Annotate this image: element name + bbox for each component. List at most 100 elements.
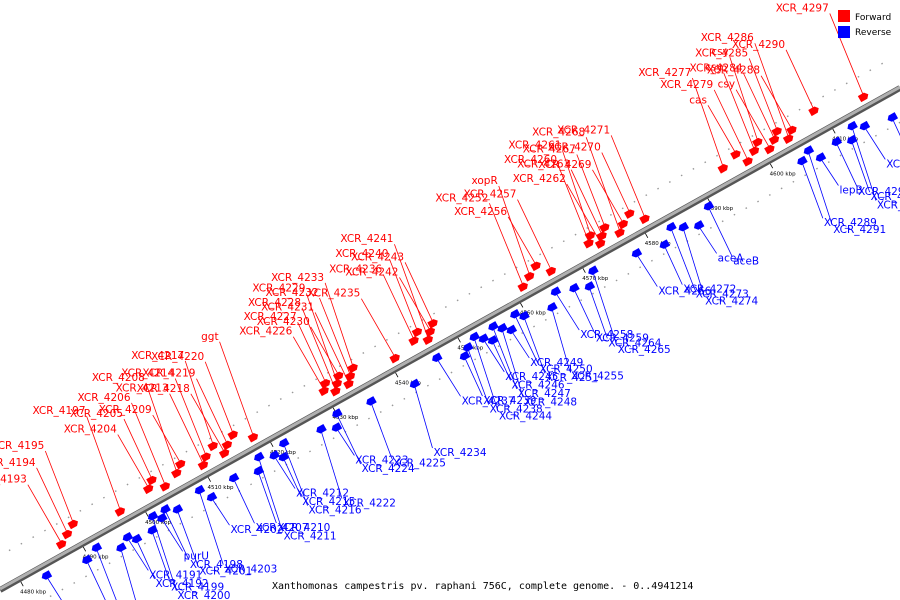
leader-lines	[27, 13, 900, 600]
reverse-gene-label: XCR_4237	[462, 395, 515, 407]
reverse-gene-arrow	[510, 308, 521, 319]
legend-forward-label: Forward	[855, 13, 891, 23]
leader-line	[463, 356, 483, 397]
reverse-gene-label: XCR_4223	[355, 454, 408, 466]
leader-line	[735, 89, 771, 150]
reverse-gene-arrow	[116, 542, 127, 552]
forward-gene-label: XCR_4204	[64, 424, 117, 436]
leader-line	[152, 414, 182, 465]
forward-gene-label: XCR_4260	[504, 154, 557, 166]
leader-line	[324, 282, 354, 368]
leader-line	[557, 164, 590, 244]
leader-line	[891, 117, 900, 137]
leader-line	[36, 467, 69, 535]
tick-mark	[769, 163, 774, 169]
forward-gene-label: XCR_4252	[435, 192, 488, 204]
forward-gene-arrow	[200, 452, 211, 463]
forward-gene-label: XCR_4241	[340, 233, 393, 245]
leader-line	[297, 322, 327, 384]
leader-line	[219, 341, 255, 438]
forward-gene-label: XCR_4231	[261, 301, 314, 313]
reverse-gene-arrow	[432, 352, 443, 363]
leader-line	[131, 402, 167, 487]
forward-gene-label: XCR_4284	[690, 62, 743, 74]
reverse-gene-arrow	[147, 511, 159, 521]
leader-line	[498, 185, 531, 277]
forward-gene-label: XCR_4233	[271, 272, 324, 284]
tick-mark	[832, 128, 836, 134]
leader-line	[570, 169, 603, 236]
leader-line	[190, 393, 226, 454]
leader-line	[760, 75, 793, 130]
leader-line	[663, 244, 683, 285]
leader-line	[306, 293, 338, 384]
leader-line	[292, 336, 325, 391]
forward-gene-label: XCR_4256	[454, 206, 507, 218]
forward-gene-arrow	[717, 164, 728, 174]
forward-gene-label: XCR_4218	[137, 383, 190, 395]
reverse-gene-arrow	[331, 422, 343, 432]
reverse-gene-label: XCR_4249	[530, 357, 583, 369]
reverse-gene-label: XCR_4266	[658, 286, 711, 298]
tick-label: 4580 kbp	[645, 241, 671, 247]
forward-gene-arrow	[247, 433, 259, 443]
reverse-gene-label: XCR_4251	[546, 372, 599, 384]
leader-line	[273, 455, 296, 489]
reverse-gene-label: XCR_4224	[362, 463, 415, 475]
leader-line	[682, 227, 705, 297]
reverse-gene-label: XCR_4246	[512, 379, 565, 391]
leader-line	[691, 77, 724, 169]
forward-gene-label: xopR	[471, 175, 497, 187]
reverse-gene-arrow	[859, 120, 871, 131]
forward-gene-arrow	[319, 378, 331, 389]
leader-line	[698, 225, 717, 254]
leader-line	[670, 227, 696, 290]
reverse-gene-arrow	[269, 450, 280, 460]
leader-line	[320, 429, 343, 499]
forward-gene-arrow	[67, 519, 78, 530]
forward-gene-arrow	[408, 336, 419, 347]
reverse-gene-arrow	[584, 281, 596, 291]
forward-gene-arrow	[808, 106, 819, 117]
reverse-gene-label: XCR_4211	[284, 531, 337, 543]
reverse-gene-label: XCR_4295	[877, 200, 900, 212]
leader-line	[573, 288, 596, 334]
forward-gene-arrow	[389, 353, 400, 364]
leader-line	[635, 253, 658, 287]
reverse-gene-arrow	[815, 152, 827, 162]
reverse-gene-arrow	[887, 112, 899, 122]
forward-gene-label: XCR_4220	[151, 351, 204, 363]
forward-gene-label: XCR_4290	[732, 39, 785, 51]
reverse-gene-arrow	[666, 221, 677, 232]
forward-gene-arrow	[748, 146, 760, 157]
leader-line	[501, 328, 524, 398]
leader-line	[145, 382, 178, 474]
forward-gene-label: XCR_4240	[335, 248, 388, 260]
forward-gene-arrow	[771, 127, 782, 137]
reverse-gene-label: XCR_4293	[858, 186, 900, 198]
forward-gene-label: XCR_4206	[77, 392, 130, 404]
tick-label: 4510 kbp	[208, 485, 234, 491]
reverse-gene-label: XCR_4274	[705, 295, 758, 307]
genome-backbone	[0, 85, 900, 593]
reverse-gene-label: XCR_4210	[277, 522, 330, 534]
reverse-gene-arrow	[488, 321, 499, 331]
forward-gene-label: XCR_4285	[695, 47, 748, 59]
forward-gene-arrow	[347, 363, 358, 374]
leader-line	[851, 140, 871, 193]
reverse-gene-arrow	[550, 286, 562, 296]
reverse-gene-label: XCR_4239	[483, 395, 536, 407]
reverse-gene-label: XCR_4202	[230, 524, 283, 536]
reverse-gene-label: XCR_4203	[224, 564, 277, 576]
leader-line	[204, 361, 234, 435]
reverse-gene-label: XCR_4200	[177, 590, 230, 600]
leader-line	[135, 539, 155, 580]
forward-gene-arrow	[344, 372, 356, 382]
leader-line	[514, 314, 540, 365]
reverse-gene-arrow	[478, 333, 490, 343]
reverse-gene-arrow	[797, 155, 808, 166]
leader-line	[335, 427, 355, 456]
reverse-gene-arrow	[253, 465, 265, 476]
tick-mark	[645, 233, 649, 239]
forward-gene-arrow	[614, 228, 625, 239]
